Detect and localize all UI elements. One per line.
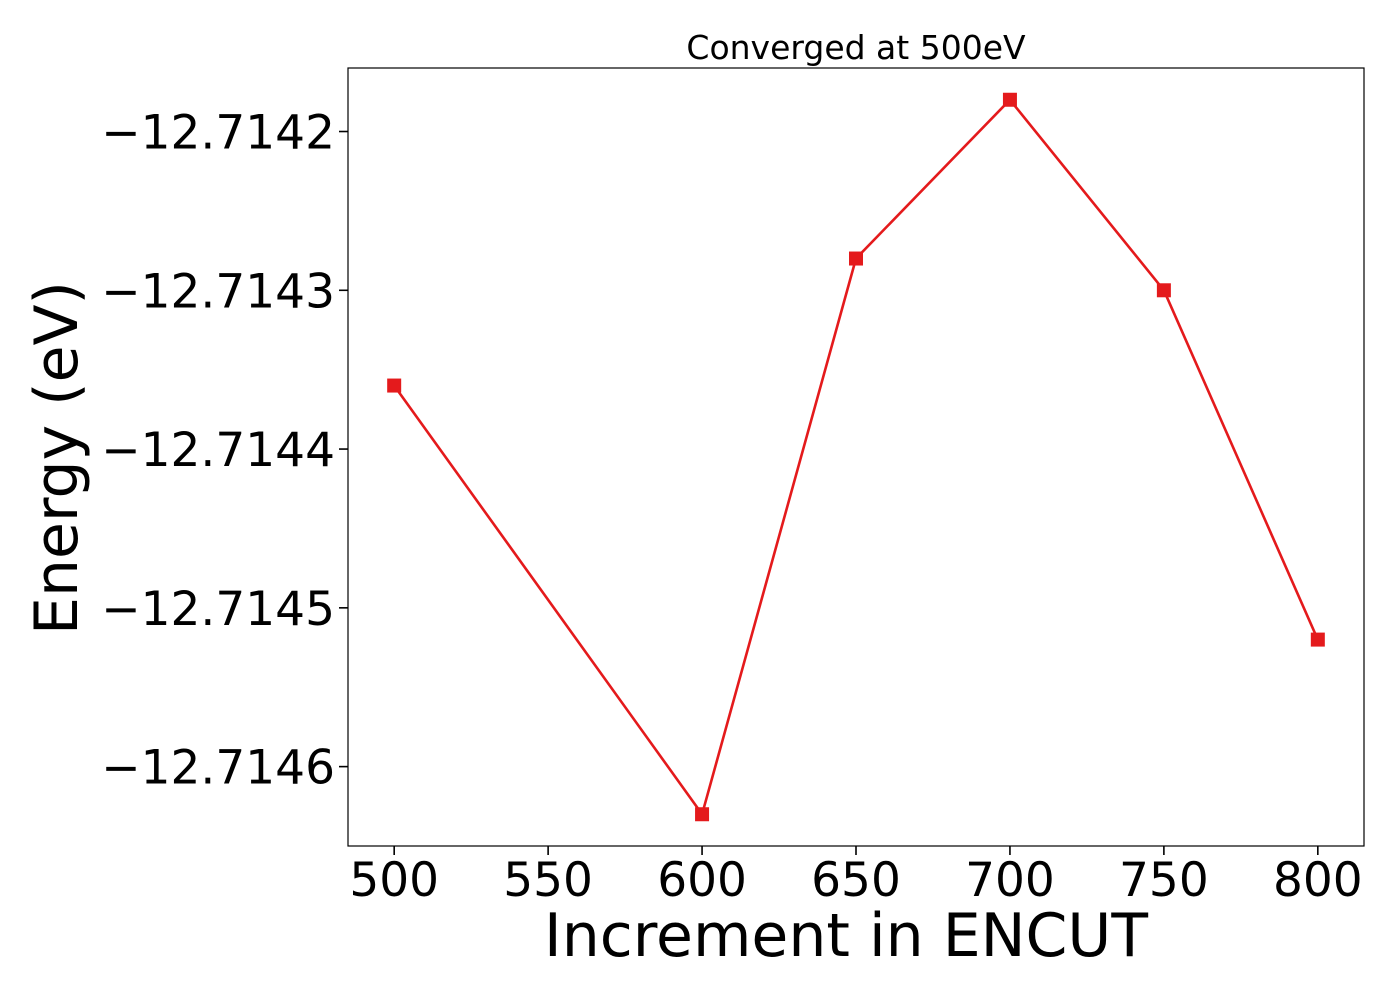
x-tick-label: 500	[349, 853, 439, 908]
chart-title: Converged at 500eV	[686, 28, 1026, 67]
y-tick-label: −12.7145	[101, 582, 335, 637]
data-point	[1310, 632, 1325, 647]
series-layer	[387, 92, 1325, 822]
y-axis: −12.7142 −12.7143 −12.7144 −12.7145 −12.7146	[101, 106, 348, 796]
x-tick-label: 600	[657, 853, 747, 908]
data-point	[1156, 283, 1171, 298]
series-line	[393, 98, 1319, 816]
x-axis-label: Increment in ENCUT	[544, 901, 1148, 971]
plot-frame	[347, 67, 1365, 847]
x-tick-label: 700	[965, 853, 1055, 908]
data-point	[695, 807, 710, 822]
data-point	[387, 378, 402, 393]
y-tick-label: −12.7142	[101, 106, 335, 161]
x-axis: 500 550 600 650 700 750 800	[349, 846, 1363, 908]
x-tick-label: 800	[1273, 853, 1363, 908]
y-axis-label: Energy (eV)	[22, 281, 92, 635]
x-tick-label: 750	[1119, 853, 1209, 908]
y-tick-label: −12.7144	[101, 423, 335, 478]
data-point	[849, 251, 863, 266]
x-tick-label: 550	[503, 853, 593, 908]
x-tick-label: 650	[811, 853, 901, 908]
y-tick-label: −12.7143	[101, 264, 335, 319]
plot-area: 500 550 600 650 700 750 800 −12.7142−12.7143−1…	[101, 67, 1365, 908]
data-point	[1002, 92, 1017, 107]
y-tick-label: −12.7146	[101, 741, 335, 796]
